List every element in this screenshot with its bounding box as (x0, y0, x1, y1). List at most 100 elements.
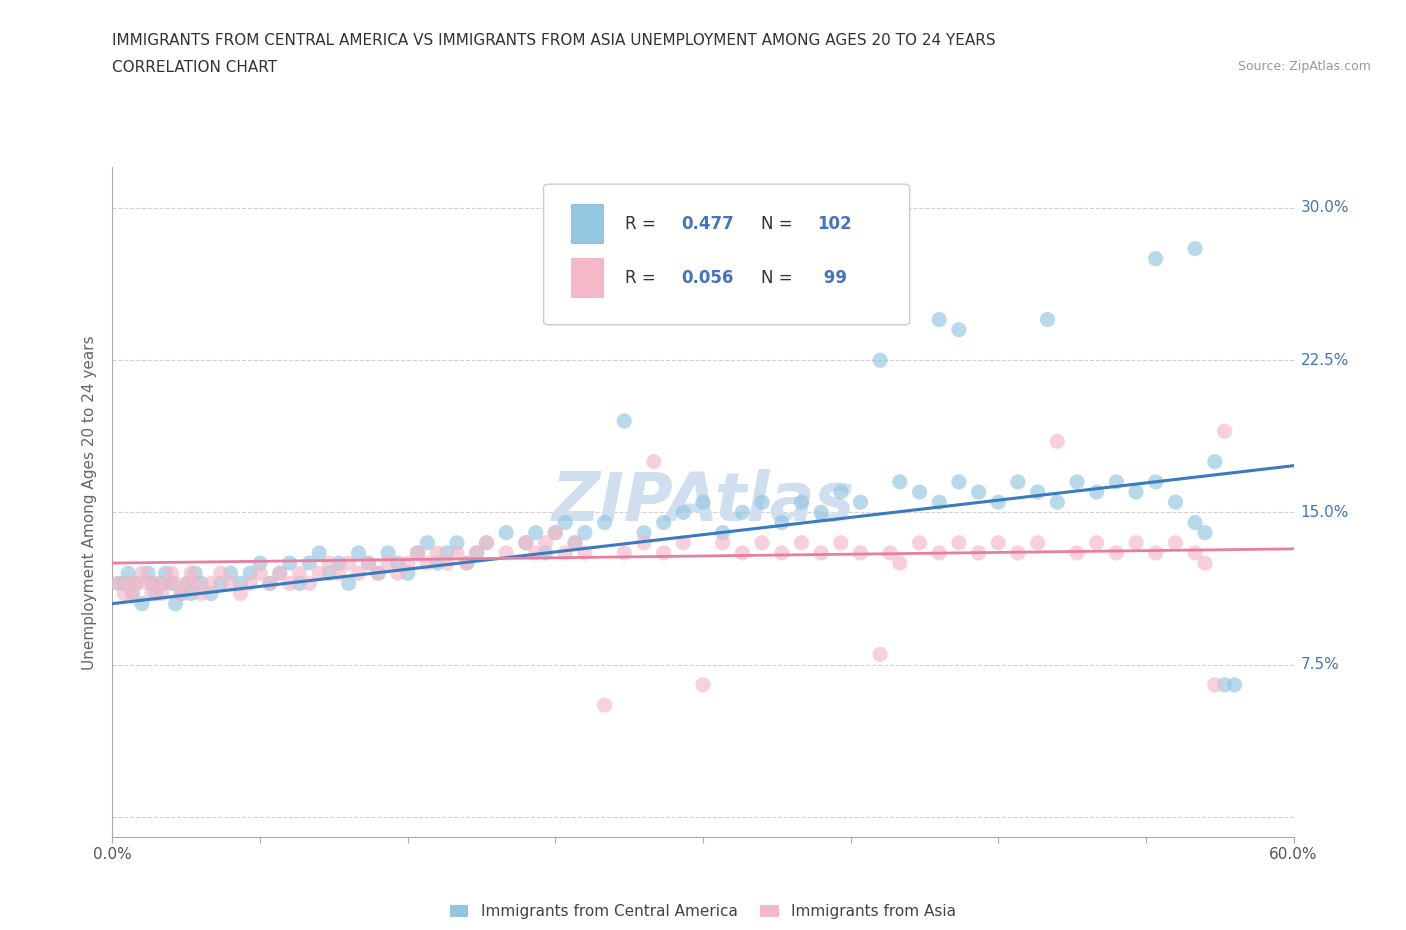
Text: N =: N = (761, 216, 797, 233)
Y-axis label: Unemployment Among Ages 20 to 24 years: Unemployment Among Ages 20 to 24 years (82, 335, 97, 670)
Point (1125, 485, 1147, 499)
Point (136, 576, 159, 591)
FancyBboxPatch shape (544, 184, 910, 325)
Point (337, 576, 360, 591)
Point (160, 565, 183, 580)
Point (908, 536, 931, 551)
Point (1125, 536, 1147, 551)
Text: ZIPAtlas: ZIPAtlas (551, 470, 855, 535)
Point (475, 536, 498, 551)
Point (406, 546, 429, 561)
Point (219, 565, 242, 580)
Point (790, 495, 813, 510)
Text: R =: R = (626, 269, 661, 286)
Point (830, 536, 852, 551)
Point (436, 555, 458, 570)
Point (810, 546, 832, 561)
Point (1204, 454, 1226, 469)
Point (1046, 434, 1069, 449)
Point (131, 596, 153, 611)
Point (249, 565, 271, 580)
Point (465, 546, 488, 561)
Point (967, 485, 990, 499)
Point (633, 525, 655, 540)
Point (180, 565, 202, 580)
Point (249, 555, 271, 570)
Text: N =: N = (761, 269, 797, 286)
Point (377, 555, 399, 570)
Point (278, 576, 301, 591)
Point (1164, 495, 1187, 510)
Point (711, 525, 734, 540)
Point (229, 576, 252, 591)
Point (160, 576, 183, 591)
Point (849, 495, 872, 510)
Point (328, 565, 350, 580)
Point (239, 576, 262, 591)
Point (770, 515, 793, 530)
Point (416, 536, 439, 551)
Point (948, 474, 970, 489)
Point (1026, 536, 1049, 551)
Point (652, 515, 675, 530)
Point (564, 536, 586, 551)
Point (446, 536, 468, 551)
Point (426, 555, 449, 570)
Point (1066, 546, 1088, 561)
Point (200, 586, 222, 601)
Text: CORRELATION CHART: CORRELATION CHART (112, 60, 277, 75)
Point (165, 576, 187, 591)
FancyBboxPatch shape (571, 205, 603, 245)
Point (145, 586, 167, 601)
Point (446, 546, 468, 561)
Point (278, 555, 301, 570)
Point (1213, 677, 1236, 692)
Point (1184, 546, 1206, 561)
Point (112, 586, 135, 601)
Point (1144, 474, 1167, 489)
Point (357, 555, 380, 570)
Point (308, 565, 330, 580)
Point (180, 586, 202, 601)
Point (554, 546, 576, 561)
Point (1213, 424, 1236, 439)
Point (1194, 525, 1216, 540)
Point (692, 495, 714, 510)
Point (456, 555, 478, 570)
Point (229, 586, 252, 601)
Point (564, 536, 586, 551)
Point (1085, 485, 1108, 499)
Point (117, 565, 139, 580)
Point (269, 565, 291, 580)
Point (987, 536, 1010, 551)
Point (849, 546, 872, 561)
Point (107, 576, 129, 591)
Point (239, 565, 262, 580)
Point (544, 525, 567, 540)
Point (908, 485, 931, 499)
Point (1223, 677, 1246, 692)
Point (751, 536, 773, 551)
Point (692, 677, 714, 692)
Point (165, 596, 187, 611)
Point (141, 576, 163, 591)
Point (948, 323, 970, 338)
Point (125, 576, 148, 591)
Point (107, 576, 129, 591)
Point (1184, 515, 1206, 530)
Point (426, 546, 449, 561)
Point (170, 586, 193, 601)
Point (1007, 474, 1029, 489)
Point (190, 576, 212, 591)
Point (176, 576, 198, 591)
Point (524, 546, 547, 561)
Point (495, 546, 517, 561)
Point (1036, 312, 1059, 327)
Point (396, 555, 419, 570)
Point (117, 576, 139, 591)
Point (1144, 251, 1167, 266)
Point (1066, 474, 1088, 489)
Text: 102: 102 (817, 216, 852, 233)
Point (593, 515, 616, 530)
Point (318, 555, 340, 570)
